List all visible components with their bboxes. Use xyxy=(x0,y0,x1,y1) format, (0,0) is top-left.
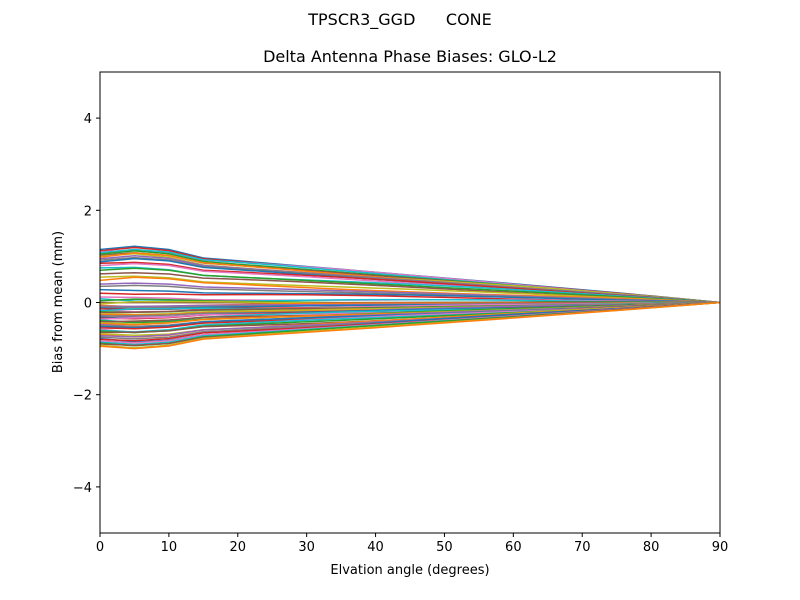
series-line xyxy=(99,275,721,304)
y-tick-label: −4 xyxy=(73,481,92,496)
y-tick-label: 0 xyxy=(84,297,92,312)
series-lines xyxy=(99,245,721,350)
y-axis-ticks: −4 −2 0 2 4 xyxy=(73,112,100,496)
x-tick-label: 90 xyxy=(712,540,729,555)
y-tick-label: 2 xyxy=(84,204,92,219)
series-line xyxy=(99,267,721,304)
series-line xyxy=(99,288,721,304)
y-tick-label: 4 xyxy=(84,112,92,127)
x-axis-label: Elvation angle (degrees) xyxy=(330,563,489,578)
chart-title: Delta Antenna Phase Biases: GLO-L2 xyxy=(263,47,557,66)
y-axis-label: Bias from mean (mm) xyxy=(51,231,66,373)
x-tick-label: 40 xyxy=(367,540,384,555)
x-tick-label: 0 xyxy=(96,540,104,555)
y-tick-label: −2 xyxy=(73,389,92,404)
x-tick-label: 80 xyxy=(643,540,660,555)
x-tick-label: 20 xyxy=(230,540,247,555)
x-tick-label: 70 xyxy=(574,540,591,555)
x-axis-ticks: 0 10 20 30 40 50 60 70 80 90 xyxy=(96,533,728,555)
x-tick-label: 60 xyxy=(505,540,522,555)
x-tick-label: 10 xyxy=(161,540,178,555)
x-tick-label: 30 xyxy=(298,540,315,555)
series-line xyxy=(99,301,721,350)
figure-suptitle: TPSCR3_GGD CONE xyxy=(308,10,492,29)
x-tick-label: 50 xyxy=(436,540,453,555)
